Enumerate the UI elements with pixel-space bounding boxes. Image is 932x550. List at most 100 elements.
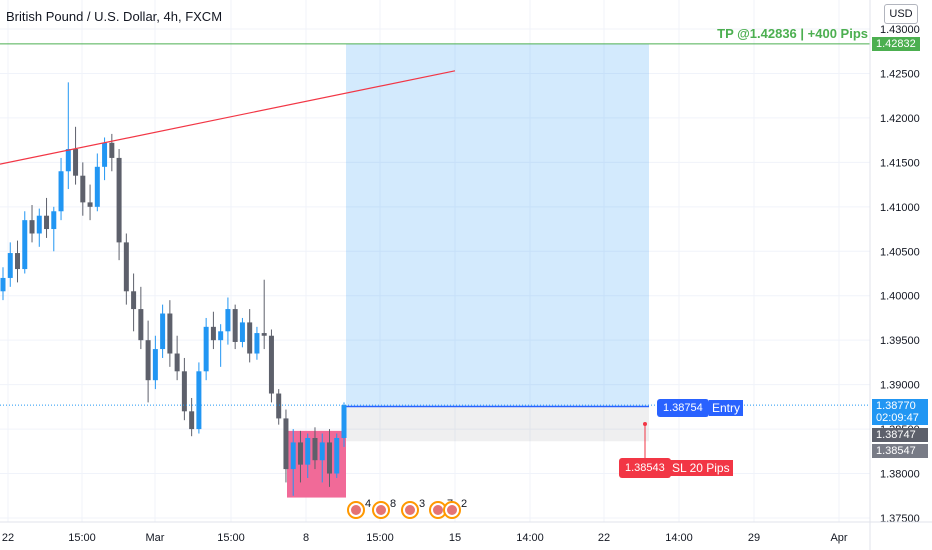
candle-up xyxy=(305,437,311,465)
flag-icon xyxy=(447,505,457,515)
take-profit-label: TP @1.42836 | +400 Pips xyxy=(717,26,868,41)
candle-up xyxy=(0,277,6,292)
event-count: 2 xyxy=(461,498,467,510)
profit-zone[interactable] xyxy=(346,43,649,407)
time-tick-label: 8 xyxy=(303,532,309,544)
candle-down xyxy=(109,142,115,158)
candle-down xyxy=(247,322,253,354)
candle-up xyxy=(36,215,42,234)
candle-down xyxy=(87,202,93,207)
candle-down xyxy=(181,371,187,412)
flag-icon xyxy=(433,505,443,515)
candle-up xyxy=(334,437,340,474)
price-tick-label: 1.42500 xyxy=(880,68,920,80)
loss-zone[interactable] xyxy=(346,406,649,442)
price-tick-label: 1.39500 xyxy=(880,335,920,347)
entry-label: Entry xyxy=(709,400,744,416)
time-axis[interactable]: 22 15:00 Mar 15:00 8 15:00 15 14:00 22 14:00 29 Apr xyxy=(0,521,932,544)
time-tick-label: Apr xyxy=(830,532,847,544)
price-tick-label: 1.39000 xyxy=(880,380,920,392)
time-tick-label: 22 xyxy=(598,532,610,544)
trend-line[interactable] xyxy=(0,70,456,165)
time-tick-label: 14:00 xyxy=(516,532,544,544)
sl-label: SL 20 Pips xyxy=(669,460,733,476)
time-tick-label: 15:00 xyxy=(68,532,96,544)
candle-up xyxy=(196,371,202,430)
last-price-tag: 1.38770 xyxy=(872,399,928,413)
candle-up xyxy=(22,220,28,270)
price-tick-label: 1.41500 xyxy=(880,157,920,169)
candle-down xyxy=(44,215,50,230)
candle-up xyxy=(102,142,108,167)
candle-up xyxy=(94,166,100,207)
time-tick-label: 29 xyxy=(748,532,760,544)
candle-down xyxy=(145,340,151,381)
price-tick-label: 1.41000 xyxy=(880,202,920,214)
candle-up xyxy=(51,211,57,230)
candle-up xyxy=(319,442,325,461)
candle-down xyxy=(29,220,35,234)
candle-up xyxy=(152,349,158,381)
price-tick-label: 1.40000 xyxy=(880,291,920,303)
tp-price-tag: 1.42832 xyxy=(872,37,920,51)
flag-icon xyxy=(376,505,386,515)
high-marker-tag: 1.38747 xyxy=(872,428,928,442)
candle-up xyxy=(225,309,231,332)
position-zones xyxy=(287,43,649,498)
event-count: 8 xyxy=(390,498,396,510)
candle-up xyxy=(290,442,296,470)
candle-down xyxy=(283,418,289,470)
candle-down xyxy=(232,309,238,342)
candle-down xyxy=(131,291,137,310)
candle-down xyxy=(326,442,332,474)
candle-down xyxy=(297,442,303,465)
candle-down xyxy=(312,437,318,461)
event-markers[interactable]: 48372 xyxy=(347,498,467,519)
overlay-lines xyxy=(0,43,870,406)
entry-price-tag[interactable]: 1.38754 xyxy=(657,399,709,417)
candle-down xyxy=(276,393,282,419)
candle-down xyxy=(261,333,267,336)
event-count: 4 xyxy=(365,498,371,510)
time-tick-label: 14:00 xyxy=(665,532,693,544)
candle-up xyxy=(7,253,13,278)
candle-down xyxy=(210,326,216,341)
chart-title: British Pound / U.S. Dollar, 4h, FXCM xyxy=(6,9,223,24)
time-tick-label: 15:00 xyxy=(217,532,245,544)
price-axis[interactable]: 1.43000 1.42500 1.42000 1.41500 1.41000 1.405… xyxy=(869,0,920,550)
candle-up xyxy=(254,333,260,354)
candle-down xyxy=(123,242,129,292)
price-tick-label: 1.37500 xyxy=(880,513,920,525)
candle-down xyxy=(174,353,180,372)
candle-down xyxy=(268,335,274,394)
sl-price-tag[interactable]: 1.38543 xyxy=(619,458,671,478)
countdown-tag: 02:09:47 xyxy=(872,411,928,425)
price-tick-label: 1.40500 xyxy=(880,246,920,258)
low-marker-tag: 1.38547 xyxy=(872,444,928,458)
currency-button[interactable]: USD xyxy=(884,4,918,24)
candle-down xyxy=(167,313,173,354)
event-count: 3 xyxy=(419,498,425,510)
candle-down xyxy=(15,253,21,270)
time-tick-label: Mar xyxy=(146,532,165,544)
price-tick-label: 1.38000 xyxy=(880,469,920,481)
time-tick-label: 15 xyxy=(449,532,461,544)
candle-up xyxy=(203,326,209,372)
candle-up xyxy=(341,405,347,438)
candles xyxy=(0,82,347,496)
candle-down xyxy=(189,411,195,430)
time-tick-label: 15:00 xyxy=(366,532,394,544)
candle-down xyxy=(116,157,122,243)
candle-down xyxy=(138,309,144,341)
candle-up xyxy=(65,149,71,172)
candle-down xyxy=(80,175,86,203)
time-tick-label: 22 xyxy=(2,532,14,544)
candle-up xyxy=(58,171,64,212)
candle-up xyxy=(239,322,245,342)
price-tick-label: 1.42000 xyxy=(880,113,920,125)
candle-down xyxy=(73,149,79,176)
flag-icon xyxy=(405,505,415,515)
price-tick-label: 1.43000 xyxy=(880,24,920,36)
candle-up xyxy=(218,331,224,341)
